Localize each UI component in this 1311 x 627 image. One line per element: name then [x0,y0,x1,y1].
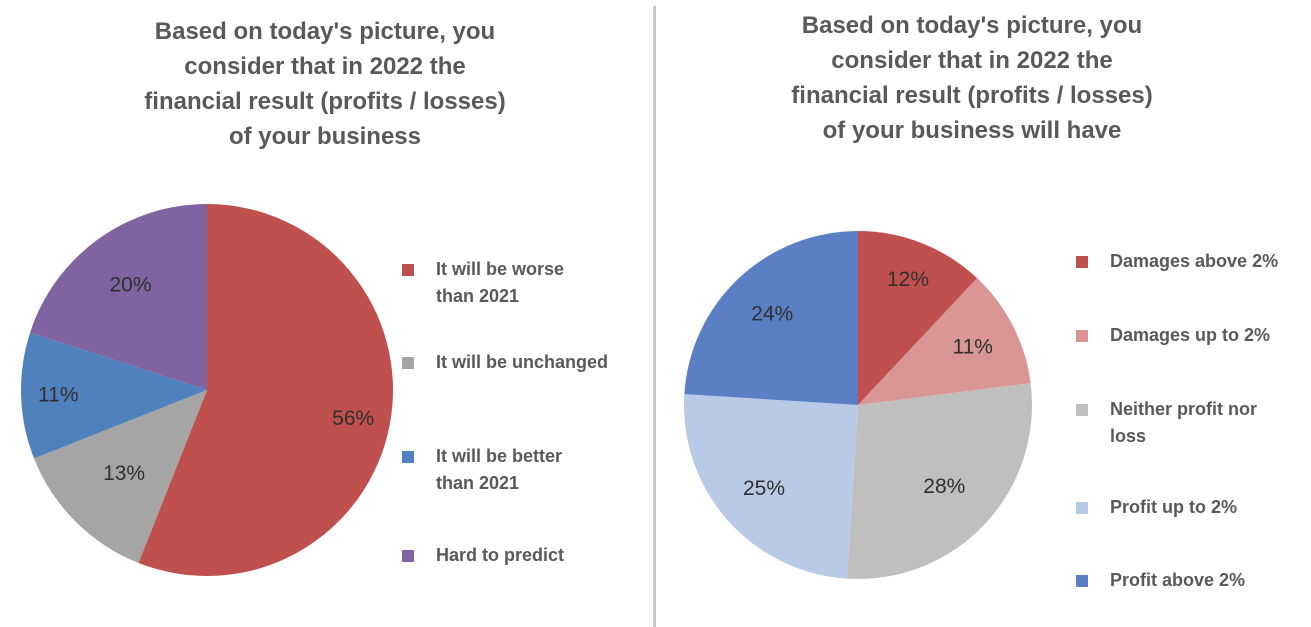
legend-label: Damages up to 2% [1110,322,1270,349]
chart-title-right: Based on today's picture, you consider t… [658,8,1286,148]
chart-title-line: financial result (profits / losses) [144,88,506,115]
pie-slice [858,278,1031,405]
legend-label-line: Profit up to 2% [1110,497,1237,517]
legend-swatch [1076,502,1088,514]
legend-swatch [1076,330,1088,342]
pie-value-label: 56% [332,407,374,430]
legend-label: Damages above 2% [1110,248,1278,275]
legend-swatch [402,357,414,369]
pie-slice [684,231,858,405]
chart-title-left: Based on today's picture, you consider t… [30,14,620,154]
legend-label-line: Profit above 2% [1110,570,1246,590]
chart-title-line: Based on today's picture, you [801,12,1143,39]
chart-title-line: of your business [228,123,422,150]
legend-swatch [402,550,414,562]
pie-chart-right: 12% 11% 28% 25% 24% [683,231,1033,580]
chart-panel-right: Based on today's picture, you consider t… [658,0,1311,627]
chart-title-line: consider that in 2022 the [831,47,1113,74]
legend-label: Profit above 2% [1110,567,1245,594]
pie-chart-left: 56% 13% 11% 20% [20,204,393,576]
legend-label: It will be unchanged [436,349,608,376]
legend-label-line: than 2021 [436,286,520,306]
legend-label-line: Damages up to 2% [1110,325,1271,345]
legend-label: Hard to predict [436,542,564,569]
pie-slice [847,383,1033,580]
legend-swatch [1076,404,1088,416]
legend-label: It will be better than 2021 [436,443,562,497]
legend-label: Neither profit nor loss [1110,396,1257,450]
pie-value-label: 20% [109,274,151,297]
legend-label-line: loss [1110,426,1147,446]
legend-label-line: than 2021 [436,473,520,493]
chart-title-line: financial result (profits / losses) [791,82,1153,109]
legend-label-line: Hard to predict [436,545,565,565]
pie-value-label: 13% [103,462,145,485]
legend-swatch [402,451,414,463]
pie-slice [683,394,858,579]
pie-slice [34,390,208,563]
legend-swatch [1076,575,1088,587]
pie-value-label: 25% [743,477,785,500]
panel-divider [653,6,656,627]
pie-value-label: 28% [923,475,965,498]
pie-value-label: 24% [751,303,793,326]
legend-swatch [402,264,414,276]
legend-label-line: Damages above 2% [1110,251,1279,271]
legend-label-line: Neither profit nor [1110,399,1257,419]
legend-label-line: It will be unchanged [436,352,609,372]
pie-value-label: 11% [952,336,992,359]
legend-label: It will be worse than 2021 [436,256,564,310]
legend-label-line: It will be worse [436,259,565,279]
pie-slice [138,204,393,576]
pie-slice [30,204,207,390]
legend-swatch [1076,256,1088,268]
chart-title-line: consider that in 2022 the [184,53,466,80]
chart-title-line: Based on today's picture, you [154,18,496,45]
legend-label: Profit up to 2% [1110,494,1237,521]
pie-slice [858,231,978,405]
pie-value-label: 12% [887,268,929,291]
pie-slice [20,332,207,459]
legend-label-line: It will be better [436,446,563,466]
pie-value-label: 11% [38,384,78,407]
chart-panel-left: Based on today's picture, you consider t… [0,0,652,627]
chart-title-line: of your business will have [822,117,1122,144]
